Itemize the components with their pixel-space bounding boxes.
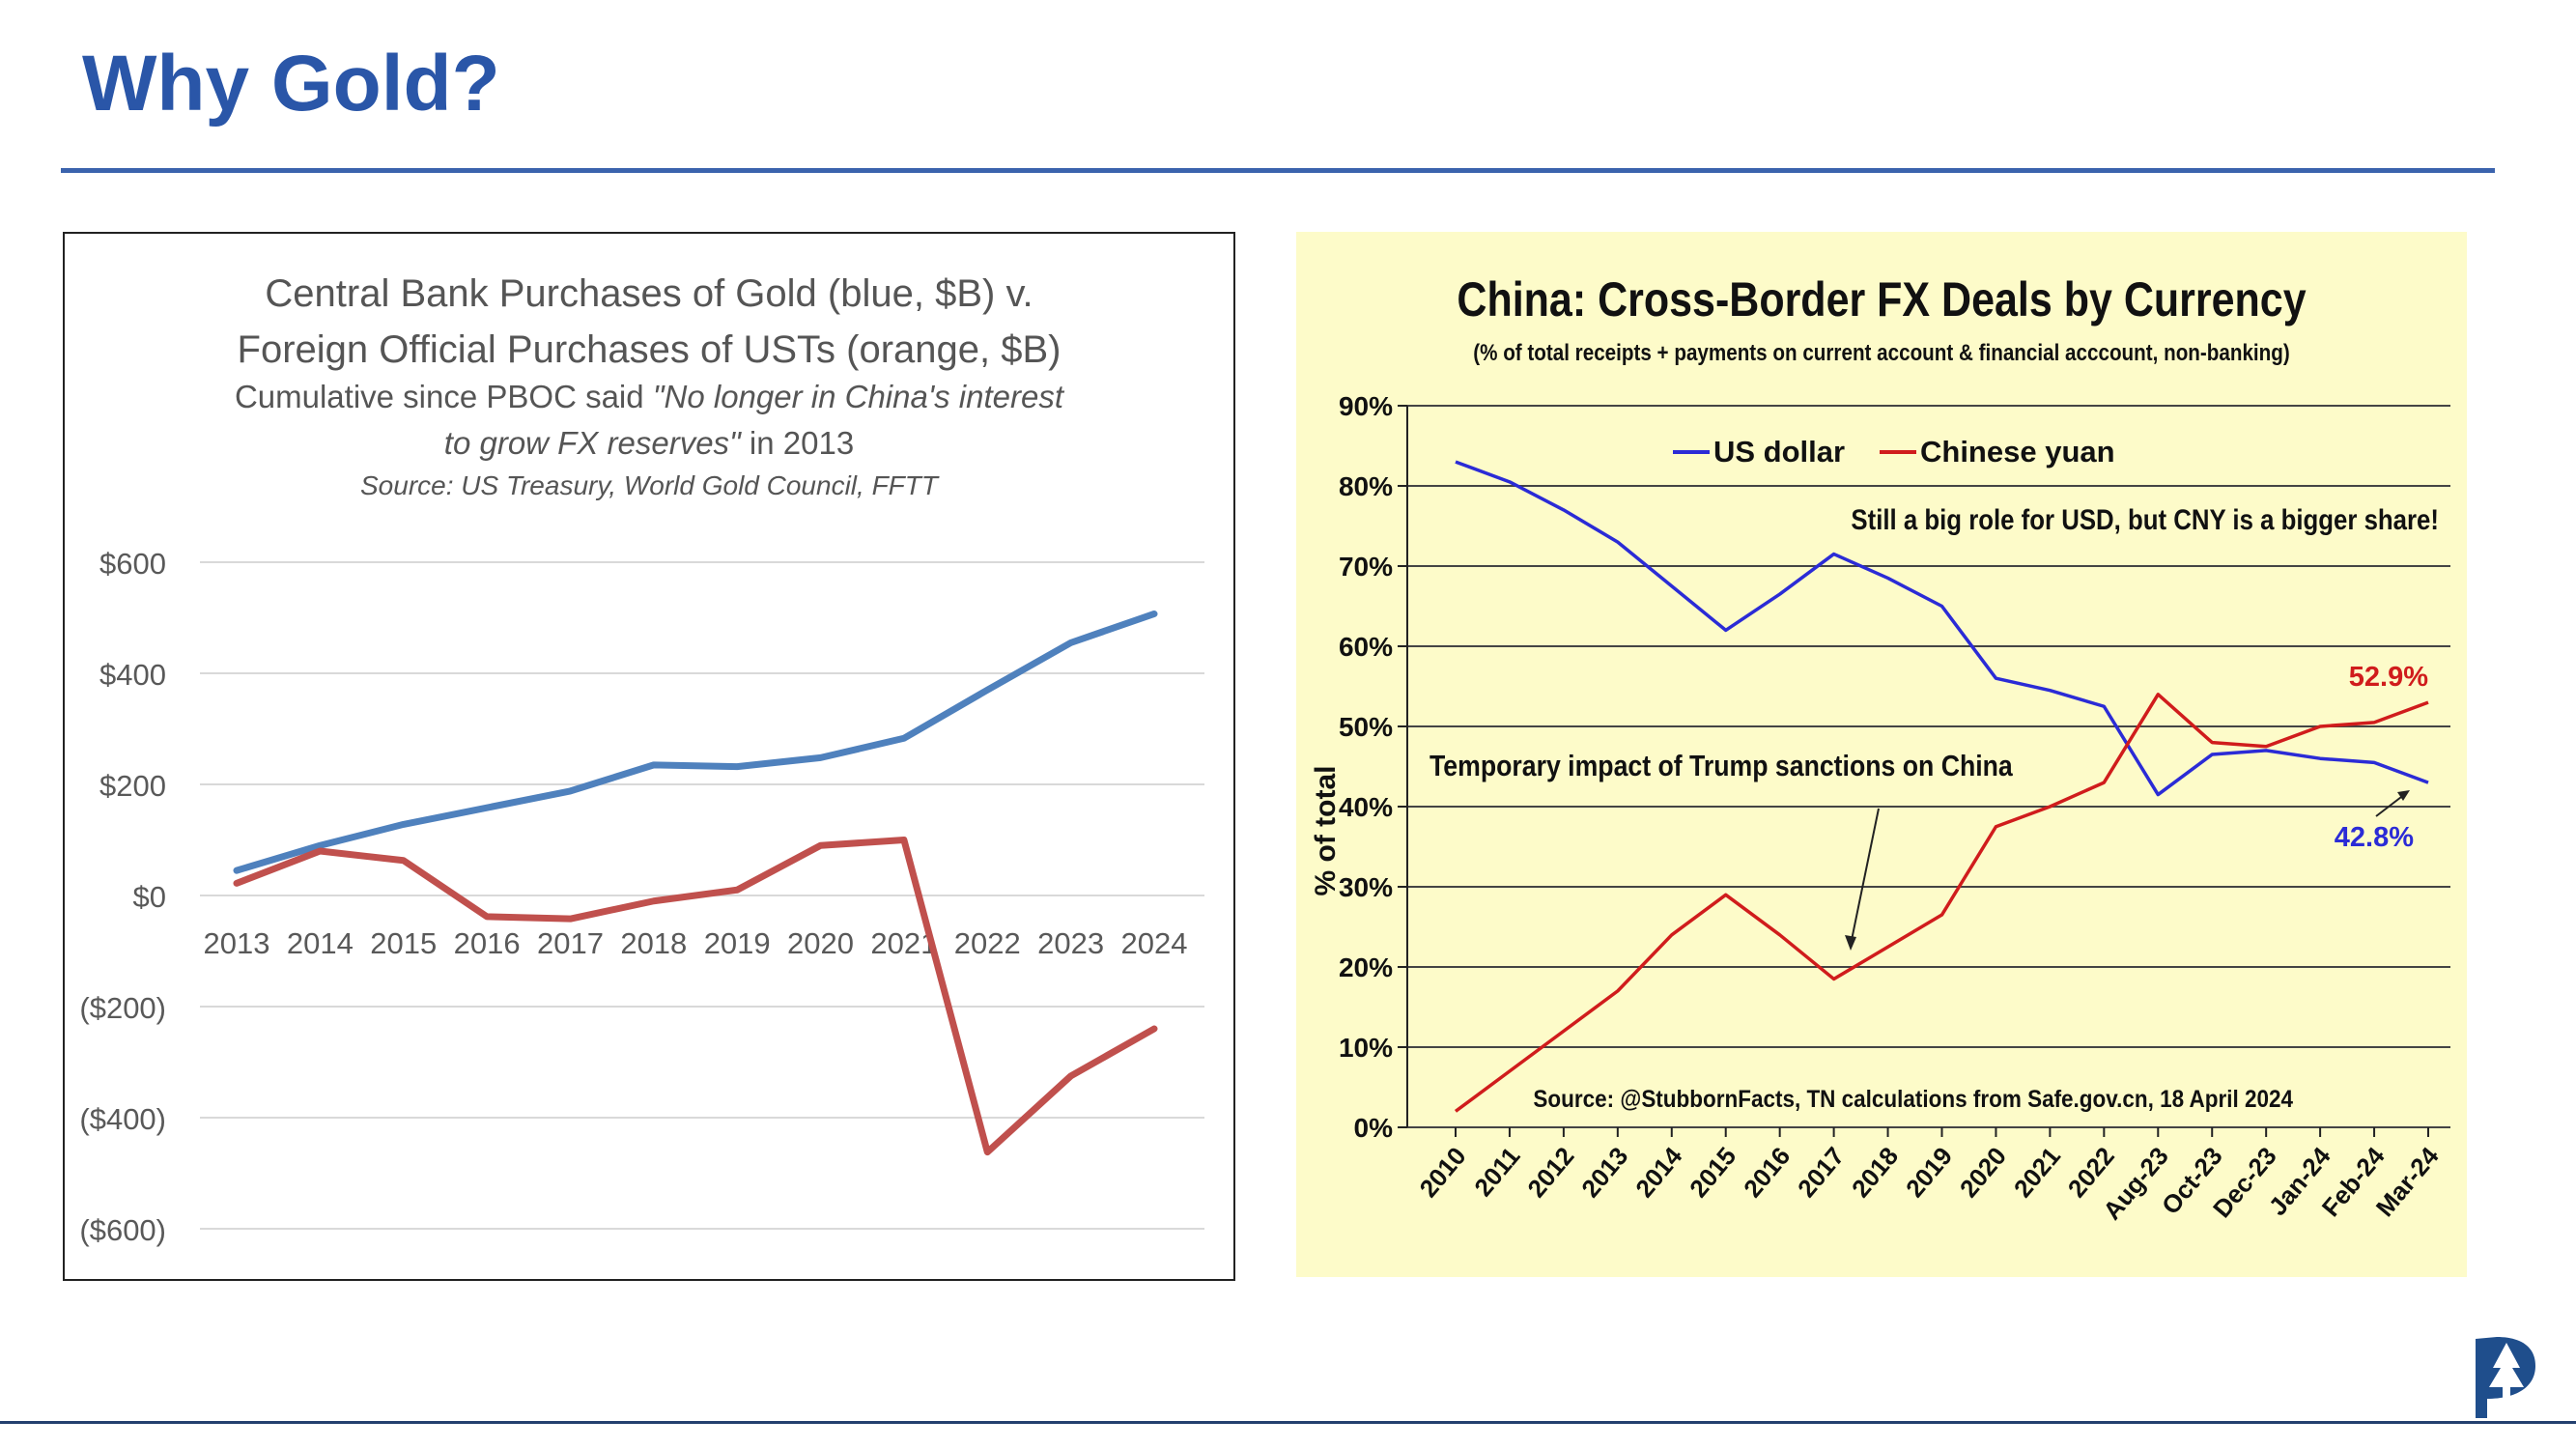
footer-divider [0, 1421, 2576, 1424]
right-chart-source: Source: @StubbornFacts, TN calculations … [1533, 1086, 2293, 1113]
right-x-tick-label: 2018 [1846, 1142, 1904, 1204]
left-chart-source: Source: US Treasury, World Gold Council,… [360, 470, 940, 500]
page-title: Why Gold? [82, 40, 500, 128]
left-x-tick-label: 2015 [370, 926, 437, 960]
cny-end-value-label: 52.9% [2349, 662, 2428, 693]
usd-end-arrow [2375, 790, 2410, 817]
left-chart-subtitle-line2: to grow FX reserves" in 2013 [444, 425, 854, 461]
right-x-tick-label: 2021 [2008, 1142, 2066, 1204]
cross-border-fx-chart: China: Cross-Border FX Deals by Currency… [1296, 232, 2467, 1277]
left-chart-gridlines [200, 561, 1204, 1230]
left-x-tick-label: 2018 [620, 926, 687, 960]
right-x-tick-label: 2020 [1954, 1142, 2012, 1204]
right-y-tick-label: 70% [1339, 552, 1393, 582]
left-chart-title-line2: Foreign Official Purchases of USTs (oran… [238, 328, 1062, 371]
left-y-tick-label: $200 [99, 769, 166, 803]
right-y-tick-label: 30% [1339, 872, 1393, 902]
usd-end-value-label: 42.8% [2335, 822, 2414, 853]
right-chart-y-tick-labels: 0% 10% 20% 30% 40% 50% 60% 70% 80% 90% [1339, 391, 1393, 1143]
left-x-tick-label: 2013 [204, 926, 270, 960]
left-chart-subtitle-1a: Cumulative since PBOC said [235, 379, 653, 414]
left-x-tick-label: 2023 [1037, 926, 1104, 960]
right-chart-title: China: Cross-Border FX Deals by Currency [1457, 272, 2306, 327]
left-x-tick-label: 2020 [787, 926, 854, 960]
right-chart-legend: US dollar Chinese yuan [1673, 435, 2115, 469]
ust-purchases-line [233, 837, 1158, 1156]
right-x-tick-label: 2015 [1684, 1142, 1741, 1204]
left-x-tick-label: 2017 [537, 926, 604, 960]
gold-purchases-line [233, 610, 1158, 874]
tree-logo-icon [2468, 1331, 2545, 1420]
right-x-tick-label: 2010 [1413, 1142, 1471, 1204]
left-x-tick-label: 2019 [704, 926, 771, 960]
right-y-tick-label: 80% [1339, 471, 1393, 501]
left-chart-y-tick-labels: $600 $400 $200 $0 ($200) ($400) ($600) [79, 547, 166, 1247]
left-chart-subtitle-line1: Cumulative since PBOC said "No longer in… [235, 379, 1065, 414]
right-x-tick-label: 2016 [1738, 1142, 1796, 1204]
left-chart-subtitle-1b: "No longer in China's interest [653, 379, 1065, 414]
left-chart-subtitle-2b: in 2013 [741, 425, 854, 461]
left-x-tick-label: 2022 [954, 926, 1021, 960]
annotation-headline: Still a big role for USD, but CNY is a b… [1851, 503, 2439, 535]
legend-usd-label: US dollar [1713, 435, 1845, 469]
annotation-sanctions-arrow [1845, 808, 1880, 951]
annotation-sanctions: Temporary impact of Trump sanctions on C… [1430, 750, 2014, 782]
right-x-tick-label: 2011 [1468, 1142, 1525, 1202]
cross-border-fx-plot: China: Cross-Border FX Deals by Currency… [1310, 272, 2450, 1225]
left-y-tick-label: ($400) [79, 1102, 166, 1136]
left-chart-title-line1: Central Bank Purchases of Gold (blue, $B… [265, 272, 1033, 315]
right-y-tick-label: 50% [1339, 712, 1393, 742]
left-y-tick-label: $600 [99, 547, 166, 581]
left-x-tick-label: 2016 [454, 926, 521, 960]
left-y-tick-label: $0 [133, 880, 166, 914]
right-chart-subtitle: (% of total receipts + payments on curre… [1473, 340, 2290, 366]
left-x-tick-label: 2014 [287, 926, 354, 960]
right-x-tick-label: 2019 [1900, 1142, 1958, 1204]
right-y-tick-label: 60% [1339, 632, 1393, 662]
right-chart-gridlines [1398, 405, 2450, 1137]
left-chart-series [233, 610, 1158, 1156]
right-y-tick-label: 40% [1339, 792, 1393, 822]
right-y-tick-label: 20% [1339, 952, 1393, 982]
left-y-tick-label: ($200) [79, 991, 166, 1025]
left-chart-subtitle-2a: to grow FX reserves" [444, 425, 742, 461]
left-x-tick-label: 2024 [1121, 926, 1188, 960]
right-y-tick-label: 10% [1339, 1033, 1393, 1063]
gold-vs-ust-chart: Central Bank Purchases of Gold (blue, $B… [63, 232, 1235, 1281]
right-x-tick-label: 2013 [1575, 1142, 1633, 1204]
right-x-tick-label: 2017 [1792, 1142, 1850, 1204]
left-chart-x-tick-labels: 2013 2014 2015 2016 2017 2018 2019 2020 2021 2022… [204, 926, 1188, 960]
right-x-tick-label: 2012 [1521, 1142, 1579, 1204]
right-y-tick-label: 0% [1354, 1113, 1394, 1143]
right-chart-x-tick-labels: 2010201120122013201420152016201720182019… [1413, 1141, 2445, 1225]
right-y-tick-label: 90% [1339, 391, 1393, 421]
left-y-tick-label: $400 [99, 658, 166, 692]
right-chart-y-axis-label: % of total [1310, 766, 1342, 896]
right-chart-series [1454, 460, 2429, 1113]
legend-cny-label: Chinese yuan [1920, 435, 2115, 469]
left-y-tick-label: ($600) [79, 1213, 166, 1247]
title-divider [61, 168, 2495, 173]
right-x-tick-label: 2014 [1629, 1141, 1688, 1203]
gold-vs-ust-plot: Central Bank Purchases of Gold (blue, $B… [79, 272, 1204, 1247]
